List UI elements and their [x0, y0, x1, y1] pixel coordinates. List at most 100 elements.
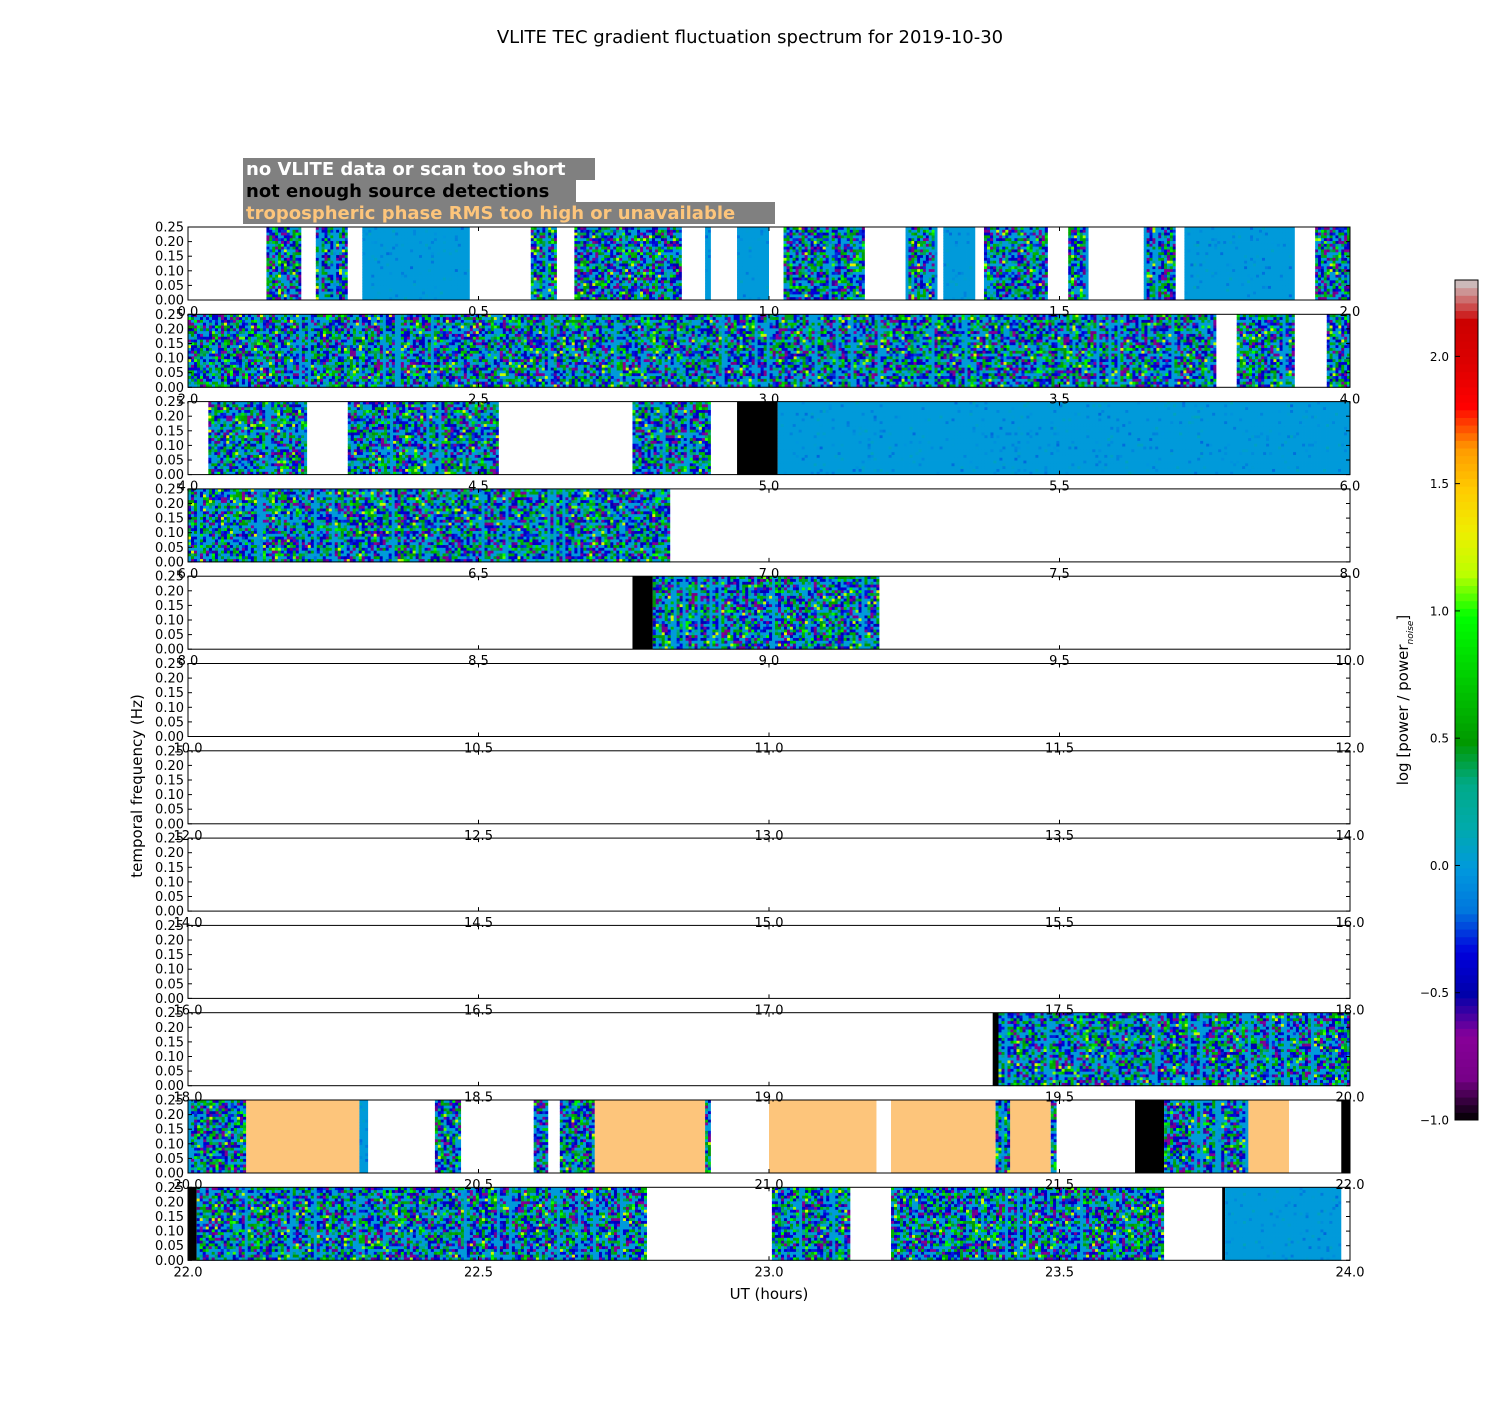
heatmap-cell	[422, 238, 425, 241]
heatmap-cell	[404, 235, 407, 238]
heatmap-cell	[841, 233, 844, 236]
heatmap-cell	[534, 289, 537, 292]
heatmap-cell	[295, 238, 298, 241]
heatmap-cell	[440, 249, 443, 252]
heatmap-cell	[763, 294, 766, 297]
heatmap-cell	[377, 233, 380, 236]
heatmap-cell	[386, 261, 389, 264]
heatmap-cell	[407, 269, 410, 272]
heatmap-cell	[811, 258, 814, 261]
heatmap-cell	[746, 261, 749, 264]
heatmap-cell	[811, 289, 814, 292]
heatmap-cell	[407, 255, 410, 258]
heatmap-cell	[278, 292, 281, 295]
heatmap-cell	[345, 286, 348, 289]
heatmap-cell	[577, 238, 580, 241]
heatmap-cell	[655, 266, 658, 269]
heatmap-cell	[598, 255, 601, 258]
heatmap-cell	[272, 233, 275, 236]
heatmap-cell	[610, 258, 613, 261]
heatmap-cell	[461, 249, 464, 252]
heatmap-cell	[661, 247, 664, 250]
heatmap-cell	[754, 272, 757, 275]
heatmap-cell	[467, 272, 470, 275]
heatmap-cell	[330, 247, 333, 250]
heatmap-cell	[401, 275, 404, 278]
heatmap-cell	[371, 244, 374, 247]
heatmap-cell	[452, 241, 455, 244]
heatmap-cell	[790, 286, 793, 289]
heatmap-cell	[327, 258, 330, 261]
heatmap-cell	[754, 289, 757, 292]
heatmap-cell	[580, 252, 583, 255]
heatmap-cell	[640, 266, 643, 269]
heatmap-cell	[425, 278, 428, 281]
heatmap-cell	[281, 266, 284, 269]
heatmap-cell	[670, 286, 673, 289]
heatmap-cell	[266, 261, 269, 264]
heatmap-cell	[293, 294, 296, 297]
heatmap-cell	[362, 289, 365, 292]
heatmap-cell	[752, 261, 755, 264]
heatmap-cell	[540, 292, 543, 295]
heatmap-cell	[461, 238, 464, 241]
heatmap-cell	[368, 292, 371, 295]
heatmap-cell	[643, 247, 646, 250]
heatmap-cell	[661, 244, 664, 247]
heatmap-cell	[649, 230, 652, 233]
heatmap-cell	[655, 230, 658, 233]
heatmap-cell	[829, 261, 832, 264]
heatmap-cell	[319, 286, 322, 289]
heatmap-cell	[790, 275, 793, 278]
heatmap-cell	[601, 255, 604, 258]
heatmap-cell	[667, 269, 670, 272]
heatmap-cell	[455, 261, 458, 264]
heatmap-cell	[455, 247, 458, 250]
heatmap-cell	[817, 241, 820, 244]
heatmap-cell	[592, 258, 595, 261]
heatmap-cell	[467, 241, 470, 244]
heatmap-cell	[272, 255, 275, 258]
heatmap-cell	[325, 247, 328, 250]
heatmap-cell	[272, 275, 275, 278]
heatmap-cell	[440, 230, 443, 233]
heatmap-cell	[443, 247, 446, 250]
heatmap-cell	[330, 235, 333, 238]
heatmap-cell	[342, 235, 345, 238]
heatmap-cell	[790, 283, 793, 286]
heatmap-cell	[339, 255, 342, 258]
heatmap-cell	[422, 286, 425, 289]
heatmap-cell	[604, 249, 607, 252]
heatmap-cell	[799, 264, 802, 267]
heatmap-cell	[646, 269, 649, 272]
heatmap-cell	[676, 278, 679, 281]
heatmap-cell	[368, 235, 371, 238]
heatmap-cell	[826, 278, 829, 281]
heatmap-cell	[368, 272, 371, 275]
heatmap-cell	[823, 252, 826, 255]
heatmap-cell	[631, 280, 634, 283]
heatmap-cell	[461, 241, 464, 244]
heatmap-cell	[586, 252, 589, 255]
heatmap-cell	[613, 294, 616, 297]
heatmap-cell	[673, 283, 676, 286]
heatmap-cell	[667, 241, 670, 244]
heatmap-cell	[574, 261, 577, 264]
heatmap-cell	[708, 261, 711, 264]
heatmap-cell	[634, 261, 637, 264]
heatmap-cell	[743, 252, 746, 255]
heatmap-cell	[619, 283, 622, 286]
heatmap-cell	[574, 292, 577, 295]
heatmap-cell	[404, 278, 407, 281]
heatmap-cell	[278, 294, 281, 297]
heatmap-cell	[464, 261, 467, 264]
heatmap-cell	[322, 241, 325, 244]
heatmap-cell	[811, 264, 814, 267]
heatmap-cell	[342, 244, 345, 247]
heatmap-cell	[607, 278, 610, 281]
heatmap-cell	[586, 266, 589, 269]
heatmap-cell	[327, 264, 330, 267]
heatmap-cell	[548, 280, 551, 283]
heatmap-cell	[793, 233, 796, 236]
heatmap-cell	[679, 264, 682, 267]
